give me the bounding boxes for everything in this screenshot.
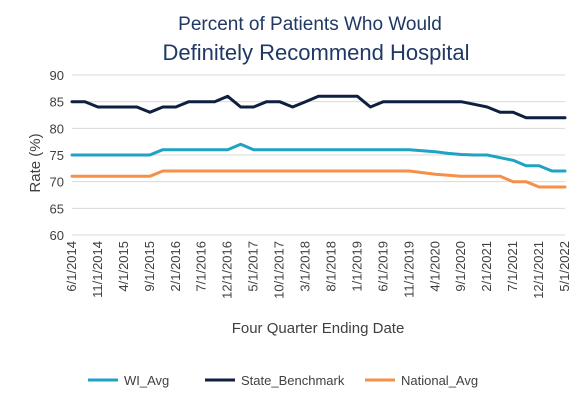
x-tick-label: 2/1/2021 xyxy=(479,241,494,292)
x-tick-label: 4/1/2020 xyxy=(427,241,442,292)
x-tick-label: 5/1/2022 xyxy=(557,241,572,292)
x-tick-label: 6/1/2019 xyxy=(375,241,390,292)
x-tick-label: 4/1/2015 xyxy=(116,241,131,292)
x-tick-label: 5/1/2017 xyxy=(246,241,261,292)
y-tick-label: 75 xyxy=(50,148,64,163)
x-axis-label: Four Quarter Ending Date xyxy=(232,320,405,337)
legend: WI_Avg State_Benchmark National_Avg xyxy=(88,373,478,388)
legend-label: State_Benchmark xyxy=(241,373,345,388)
legend-label: National_Avg xyxy=(401,373,478,388)
x-tick-label: 12/1/2021 xyxy=(531,241,546,299)
series-line-state-benchmark xyxy=(70,94,567,120)
chart-title-line1: Percent of Patients Who Would xyxy=(178,14,442,35)
x-tick-label: 2/1/2016 xyxy=(168,241,183,292)
x-tick-labels: 6/1/2014 11/1/2014 4/1/2015 9/1/2015 2/1/201… xyxy=(64,241,572,299)
y-tick-label: 90 xyxy=(50,68,64,83)
x-tick-label: 7/1/2016 xyxy=(194,241,209,292)
x-tick-label: 8/1/2018 xyxy=(323,241,338,292)
y-tick-label: 60 xyxy=(50,228,64,243)
y-axis-label: Rate (%) xyxy=(27,133,44,192)
x-tick-label: 11/1/2019 xyxy=(401,241,416,298)
x-tick-label: 9/1/2020 xyxy=(453,241,468,292)
y-tick-label: 85 xyxy=(50,95,64,110)
x-tick-label: 12/1/2016 xyxy=(220,241,235,299)
chart-title-line2: Definitely Recommend Hospital xyxy=(163,40,470,65)
series-line-national-avg xyxy=(70,169,567,189)
gridlines xyxy=(72,74,565,236)
x-tick-label: 9/1/2015 xyxy=(142,241,157,292)
x-tick-label: 3/1/2018 xyxy=(298,241,313,292)
legend-label: WI_Avg xyxy=(124,373,169,388)
y-tick-label: 65 xyxy=(50,201,64,216)
x-tick-label: 7/1/2021 xyxy=(505,241,520,292)
y-tick-label: 80 xyxy=(50,121,64,136)
x-tick-label: 10/1/2017 xyxy=(272,241,287,299)
y-tick-label: 70 xyxy=(50,175,64,190)
y-tick-labels: 60 65 70 75 80 85 90 xyxy=(50,68,64,243)
x-tick-label: 6/1/2014 xyxy=(64,241,79,292)
series-line-wi-avg xyxy=(70,142,567,173)
x-tick-label: 1/1/2019 xyxy=(349,241,364,292)
series-lines xyxy=(70,94,567,189)
x-tick-label: 11/1/2014 xyxy=(90,241,105,298)
